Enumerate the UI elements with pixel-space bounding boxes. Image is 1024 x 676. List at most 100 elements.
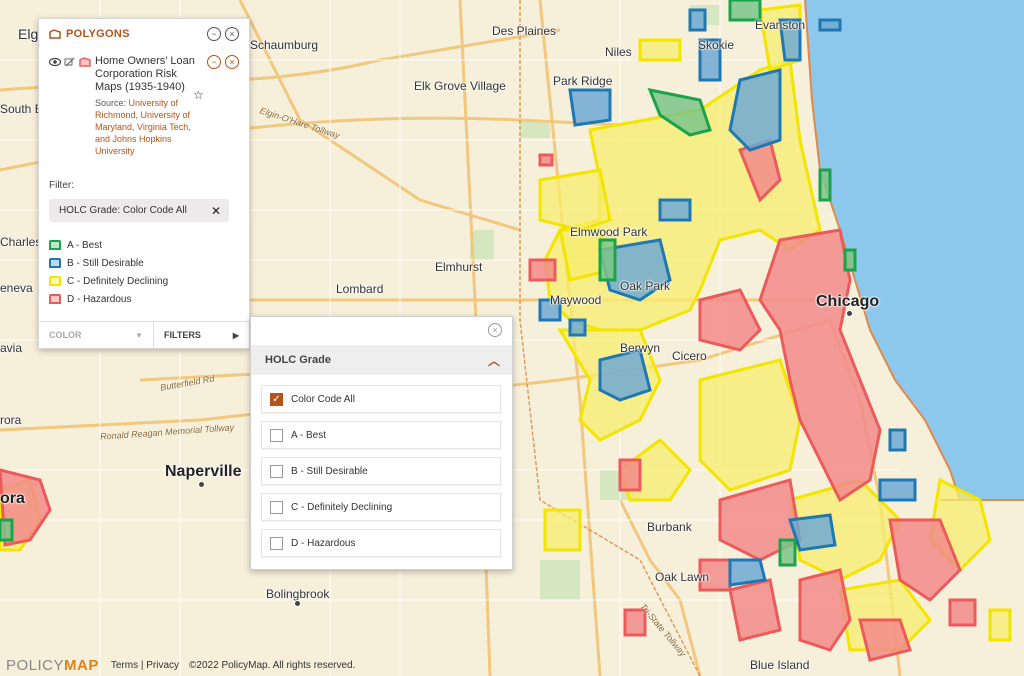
remove-filter-icon[interactable]: ✕ bbox=[210, 203, 221, 218]
option-c-definitely-declining[interactable]: C - Definitely Declining bbox=[261, 493, 501, 521]
logo-text-policy: POLICY bbox=[6, 656, 65, 674]
legend-label-b: B - Still Desirable bbox=[67, 257, 144, 269]
checkbox-icon[interactable] bbox=[270, 536, 283, 550]
map-label-maywood: Maywood bbox=[550, 293, 602, 307]
footer-links[interactable]: Terms | Privacy bbox=[110, 659, 180, 671]
copyright: ©2022 PolicyMap. All rights reserved. bbox=[189, 659, 356, 671]
map-label-avia: avia bbox=[0, 341, 23, 355]
map-label-schaumburg: Schaumburg bbox=[250, 38, 319, 52]
checkbox-checked-icon[interactable]: ✓ bbox=[270, 392, 283, 406]
map-label-elg: Elg bbox=[18, 26, 39, 42]
source-label: Source: bbox=[95, 98, 127, 108]
policymap-logo[interactable]: POLICYMAP bbox=[6, 657, 99, 674]
caret-down-icon: ▼ bbox=[135, 330, 143, 340]
map-label-berwyn: Berwyn bbox=[620, 341, 661, 355]
map-label-oak-lawn: Oak Lawn bbox=[655, 570, 710, 584]
polygon-layer-icon bbox=[79, 57, 91, 67]
remove-layer-icon[interactable]: × bbox=[225, 55, 239, 69]
option-d-hazardous[interactable]: D - Hazardous bbox=[261, 529, 501, 557]
polygons-panel-header: POLYGONS − × bbox=[39, 19, 249, 49]
legend-label-c: C - Definitely Declining bbox=[67, 275, 169, 287]
filter-panel: × HOLC Grade ︿ ✓ Color Code All A - Best … bbox=[250, 316, 513, 570]
tab-filters-label: FILTERS bbox=[164, 330, 201, 340]
close-filter-icon[interactable]: × bbox=[488, 323, 502, 337]
map-label-elmwood-park: Elmwood Park bbox=[570, 225, 648, 239]
option-color-code-all[interactable]: ✓ Color Code All bbox=[261, 385, 501, 413]
caret-right-icon: ▶ bbox=[232, 330, 239, 340]
city-dot-naperville bbox=[198, 481, 205, 488]
map-label-blue-island: Blue Island bbox=[750, 658, 810, 672]
panel-tabs: COLOR ▼ FILTERS ▶ bbox=[39, 321, 249, 348]
holc-grade-b-areas bbox=[538, 8, 917, 587]
footer: POLICYMAP Terms | Privacy ©2022 PolicyMa… bbox=[0, 654, 380, 676]
legend-label-a: A - Best bbox=[67, 239, 103, 251]
filter-chip-label: HOLC Grade: Color Code All bbox=[59, 205, 187, 216]
legend-swatch-a bbox=[49, 240, 61, 250]
filter-label: Filter: bbox=[49, 180, 74, 191]
map-label-bolingbrook: Bolingbrook bbox=[266, 587, 330, 601]
legend: A - Best B - Still Desirable C - Definit… bbox=[49, 236, 168, 308]
layer-row: Home Owners’ Loan Corporation Risk Maps … bbox=[39, 49, 249, 157]
eye-icon[interactable] bbox=[49, 57, 61, 67]
option-label: B - Still Desirable bbox=[291, 465, 368, 477]
map-label-naperville: Naperville bbox=[165, 463, 242, 480]
layer-source: Source: University of Richmond, Universi… bbox=[95, 97, 195, 157]
tab-filters[interactable]: FILTERS ▶ bbox=[154, 322, 249, 348]
layer-title: Home Owners’ Loan Corporation Risk Maps … bbox=[95, 55, 195, 93]
map-label-geneva: eneva bbox=[0, 281, 33, 295]
lake-michigan bbox=[805, 0, 1024, 500]
map-label-elmhurst: Elmhurst bbox=[435, 260, 483, 274]
chevron-up-icon[interactable]: ︿ bbox=[487, 353, 500, 368]
legend-label-d: D - Hazardous bbox=[67, 293, 132, 305]
polygons-panel-title: POLYGONS bbox=[66, 28, 130, 40]
checkbox-icon[interactable] bbox=[270, 500, 283, 514]
map-label-charles: Charles bbox=[0, 235, 42, 249]
option-a-best[interactable]: A - Best bbox=[261, 421, 501, 449]
map-label-elk-grove: Elk Grove Village bbox=[414, 79, 506, 93]
logo-text-map: MAP bbox=[64, 656, 99, 674]
holc-grade-a-areas bbox=[0, 0, 857, 567]
close-panel-icon[interactable]: × bbox=[225, 27, 239, 41]
legend-item-d: D - Hazardous bbox=[49, 290, 168, 308]
source-link[interactable]: University of Richmond, University of Ma… bbox=[95, 98, 191, 156]
map-label-des-plaines: Des Plaines bbox=[492, 24, 557, 38]
label-toggle-icon[interactable] bbox=[64, 57, 76, 67]
option-b-still-desirable[interactable]: B - Still Desirable bbox=[261, 457, 501, 485]
map-label-evanston: Evanston bbox=[755, 18, 806, 32]
legend-item-c: C - Definitely Declining bbox=[49, 272, 168, 290]
option-label: C - Definitely Declining bbox=[291, 501, 393, 513]
city-dot-bolingbrook bbox=[294, 600, 301, 607]
map-label-aurora: ora bbox=[0, 490, 25, 507]
holc-grade-title: HOLC Grade bbox=[265, 354, 332, 366]
tab-color[interactable]: COLOR ▼ bbox=[39, 322, 154, 348]
star-icon[interactable]: ☆ bbox=[193, 88, 204, 102]
legend-item-a: A - Best bbox=[49, 236, 168, 254]
checkbox-icon[interactable] bbox=[270, 464, 283, 478]
filter-chip[interactable]: HOLC Grade: Color Code All ✕ bbox=[49, 199, 229, 222]
legend-swatch-c bbox=[49, 276, 61, 286]
map-label-niles: Niles bbox=[605, 45, 632, 59]
map-label-park-ridge: Park Ridge bbox=[553, 74, 613, 88]
map-label-cicero: Cicero bbox=[672, 349, 707, 363]
collapse-layer-icon[interactable]: − bbox=[207, 55, 221, 69]
polygons-panel: POLYGONS − × Home Owners’ Loan Corporati… bbox=[38, 18, 250, 349]
option-label: Color Code All bbox=[291, 393, 355, 405]
city-dot-chicago bbox=[846, 310, 853, 317]
checkbox-icon[interactable] bbox=[270, 428, 283, 442]
legend-item-b: B - Still Desirable bbox=[49, 254, 168, 272]
polygon-icon bbox=[49, 29, 61, 39]
map-label-skokie: Skokie bbox=[698, 38, 735, 52]
legend-swatch-d bbox=[49, 294, 61, 304]
option-label: D - Hazardous bbox=[291, 537, 356, 549]
map-label-oak-park: Oak Park bbox=[620, 279, 671, 293]
holc-grade-d-areas bbox=[0, 138, 977, 662]
map-label-rora: rora bbox=[0, 413, 22, 427]
map-label-chicago: Chicago bbox=[816, 293, 880, 310]
map-label-lombard: Lombard bbox=[336, 282, 384, 296]
holc-grade-header[interactable]: HOLC Grade ︿ bbox=[251, 345, 512, 375]
map-label-south-el: South El bbox=[0, 102, 46, 116]
collapse-panel-icon[interactable]: − bbox=[207, 27, 221, 41]
legend-swatch-b bbox=[49, 258, 61, 268]
map-label-burbank: Burbank bbox=[647, 520, 692, 534]
option-label: A - Best bbox=[291, 429, 327, 441]
